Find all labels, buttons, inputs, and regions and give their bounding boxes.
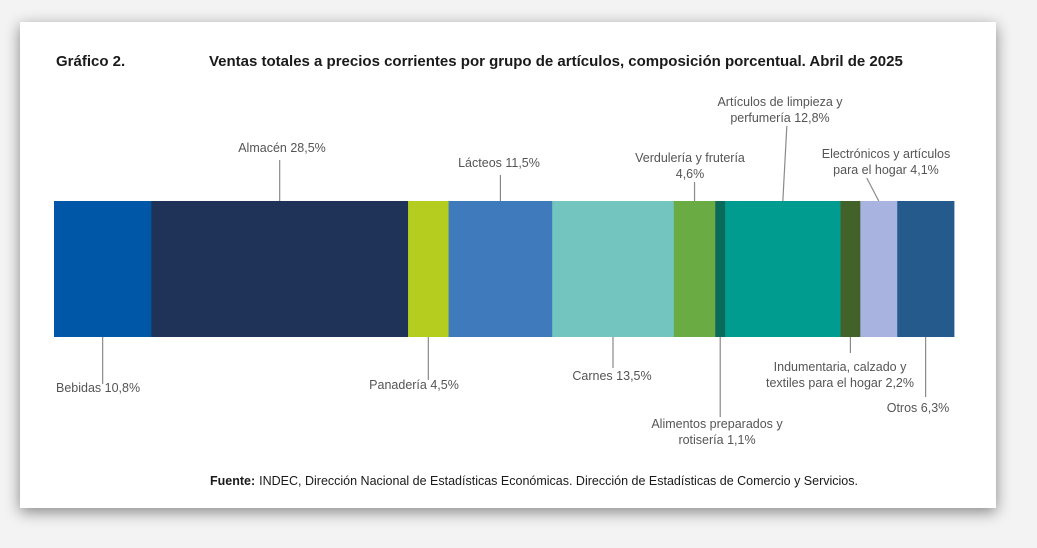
bar-segment-articulos-de-limpieza-y-perfumeria xyxy=(725,201,841,337)
bar-segment-lacteos xyxy=(448,201,553,337)
leader-line-electronicos-y-articulos-para-el-hogar xyxy=(866,177,880,202)
stacked-bar-chart: Gráfico 2. Ventas totales a precios corr… xyxy=(54,53,955,488)
segment-label-alimentos-preparados-y-rotiseria: Alimentos preparados y xyxy=(651,417,783,431)
leader-line-articulos-de-limpieza-y-perfumeria xyxy=(782,125,788,202)
segment-label-carnes: Carnes 13,5% xyxy=(572,369,651,383)
segment-label-electronicos-y-articulos-para-el-hogar: para el hogar 4,1% xyxy=(833,163,939,177)
bar-segment-bebidas xyxy=(54,201,152,337)
segment-label-indumentaria-calzado-y-textiles-para-el-hogar: Indumentaria, calzado y xyxy=(774,360,907,374)
segment-labels: Bebidas 10,8% Almacén 28,5% Panadería 4,5%… xyxy=(56,95,950,447)
source-note: Fuente: INDEC, Dirección Nacional de Esta… xyxy=(210,474,858,488)
bar-segment-indumentaria-calzado-y-textiles-para-el-hogar xyxy=(840,201,861,337)
chart-number-label: Gráfico 2. xyxy=(56,53,125,70)
segment-label-lacteos: Lácteos 11,5% xyxy=(458,156,540,170)
segment-label-bebidas: Bebidas 10,8% xyxy=(56,381,140,395)
chart-title: Ventas totales a precios corrientes por … xyxy=(209,53,903,70)
source-label: Fuente: xyxy=(210,474,255,488)
leader-lines xyxy=(102,125,927,417)
bar-segment-electronicos-y-articulos-para-el-hogar xyxy=(860,201,898,337)
segment-label-otros: Otros 6,3% xyxy=(887,401,950,415)
bar-segment-carnes xyxy=(552,201,675,337)
segment-label-indumentaria-calzado-y-textiles-para-el-hogar: textiles para el hogar 2,2% xyxy=(766,376,914,390)
bar-segment-otros xyxy=(897,201,955,337)
chart-card: Gráfico 2. Ventas totales a precios corr… xyxy=(20,22,996,508)
segment-label-alimentos-preparados-y-rotiseria: rotisería 1,1% xyxy=(678,433,755,447)
bar-segment-almacen xyxy=(151,201,409,337)
bar-segment-verduleria-y-fruteria xyxy=(673,201,716,337)
bar-segments xyxy=(54,201,955,337)
segment-label-verduleria-y-fruteria: Verdulería y frutería xyxy=(635,151,745,165)
bar-segment-panaderia xyxy=(408,201,449,337)
segment-label-articulos-de-limpieza-y-perfumeria: Artículos de limpieza y xyxy=(717,95,843,109)
segment-label-articulos-de-limpieza-y-perfumeria: perfumería 12,8% xyxy=(730,111,829,125)
segment-label-almacen: Almacén 28,5% xyxy=(238,141,326,155)
segment-label-verduleria-y-fruteria: 4,6% xyxy=(676,167,705,181)
segment-label-panaderia: Panadería 4,5% xyxy=(369,378,459,392)
bar-segment-alimentos-preparados-y-rotiseria xyxy=(715,201,726,337)
segment-label-electronicos-y-articulos-para-el-hogar: Electrónicos y artículos xyxy=(822,147,951,161)
source-text: INDEC, Dirección Nacional de Estadística… xyxy=(259,474,858,488)
